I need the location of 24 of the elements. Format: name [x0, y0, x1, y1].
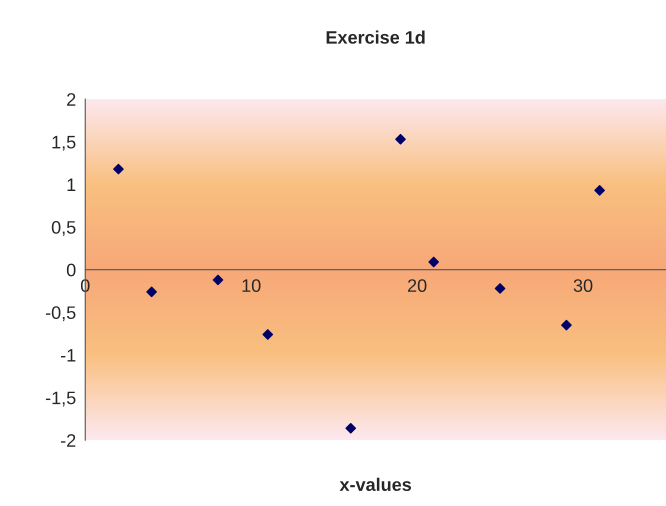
x-tick-label: 10: [242, 279, 261, 292]
y-tick-label: 1: [68, 178, 76, 191]
point: [113, 164, 124, 174]
point: [395, 134, 406, 145]
y-tick-label: 0: [66, 264, 76, 276]
point: [345, 422, 356, 434]
point: [146, 286, 157, 298]
y-tick-label: 1,5: [52, 136, 76, 151]
point: [428, 256, 439, 268]
y-tick-label: 2: [67, 93, 76, 106]
point: [262, 329, 274, 340]
chart-title: Exercise 1d: [326, 30, 425, 44]
point: [594, 185, 605, 196]
point: [561, 320, 572, 330]
x-tick-label: 30: [574, 279, 592, 292]
x-tick-label: 20: [408, 279, 426, 292]
x-axis-title: x-values: [340, 478, 412, 491]
y-tick-label: 0,5: [52, 221, 76, 236]
y-tick-label: -2: [60, 434, 76, 447]
point: [212, 274, 224, 286]
point: [494, 283, 506, 294]
y-tick-label: -1,5: [46, 392, 76, 406]
y-tick-label: -0,5: [46, 306, 76, 322]
y-tick-label: -1: [60, 349, 76, 362]
